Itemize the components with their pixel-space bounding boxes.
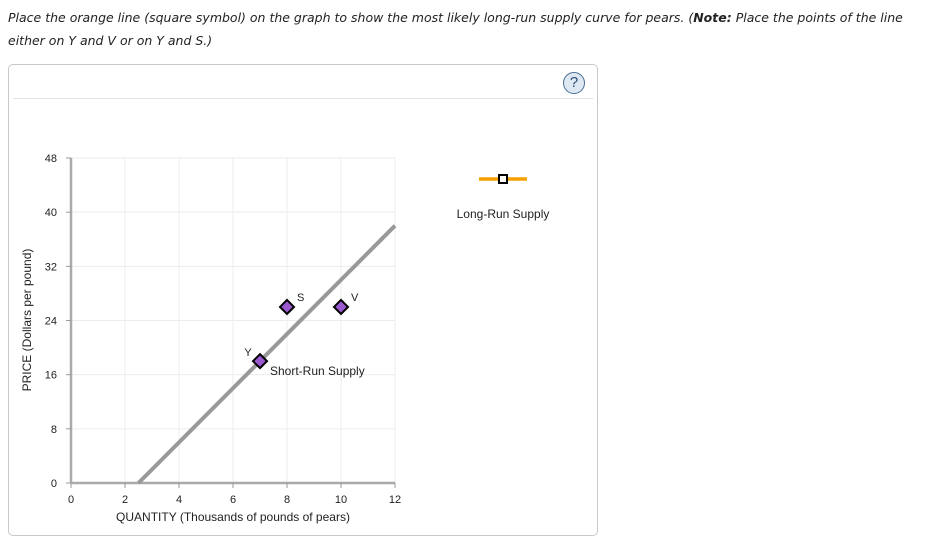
- square-marker-icon[interactable]: [498, 174, 508, 184]
- point-label-s: S: [297, 292, 304, 304]
- x-tick-label: 4: [176, 494, 182, 506]
- point-v-diamond-icon[interactable]: [332, 298, 350, 316]
- short-run-supply-label: Short-Run Supply: [270, 364, 365, 378]
- panel-divider: [13, 98, 593, 99]
- y-tick-label: 48: [45, 153, 57, 165]
- x-tick-label: 12: [389, 494, 401, 506]
- y-tick-label: 40: [45, 207, 57, 219]
- help-icon[interactable]: ?: [563, 72, 585, 94]
- point-label-v: V: [351, 292, 359, 304]
- note-label: Note:: [693, 10, 732, 25]
- y-tick-label: 8: [51, 424, 57, 436]
- long-run-supply-legend-label: Long-Run Supply: [457, 207, 550, 221]
- x-tick-label: 8: [284, 494, 290, 506]
- x-tick-label: 10: [335, 494, 347, 506]
- x-tick-label: 0: [68, 494, 74, 506]
- chart-points[interactable]: S V Y: [244, 292, 359, 370]
- y-tick-label: 32: [45, 261, 57, 273]
- x-tick-label: 2: [122, 494, 128, 506]
- point-label-y: Y: [244, 347, 252, 359]
- short-run-supply-line: [137, 224, 397, 485]
- point-s-diamond-icon[interactable]: [278, 298, 296, 316]
- instructions: Place the orange line (square symbol) on…: [8, 6, 933, 52]
- graph-panel: ?: [8, 64, 598, 536]
- y-tick-label: 16: [45, 370, 57, 382]
- x-axis-label: QUANTITY (Thousands of pounds of pears): [116, 510, 350, 524]
- short-run-supply-curve: [137, 224, 397, 485]
- chart-grid: [71, 157, 396, 483]
- instructions-note-text: Place the points of the line either on Y…: [8, 10, 903, 48]
- instructions-text: Place the orange line (square symbol) on…: [8, 10, 694, 25]
- legend-long-run-supply[interactable]: Long-Run Supply: [457, 174, 550, 221]
- point-y-diamond-icon[interactable]: [251, 352, 269, 370]
- y-tick-label: 24: [45, 316, 57, 328]
- y-tick-label: 0: [51, 478, 57, 490]
- x-tick-label: 6: [230, 494, 236, 506]
- y-axis-label: PRICE (Dollars per pound): [20, 249, 34, 392]
